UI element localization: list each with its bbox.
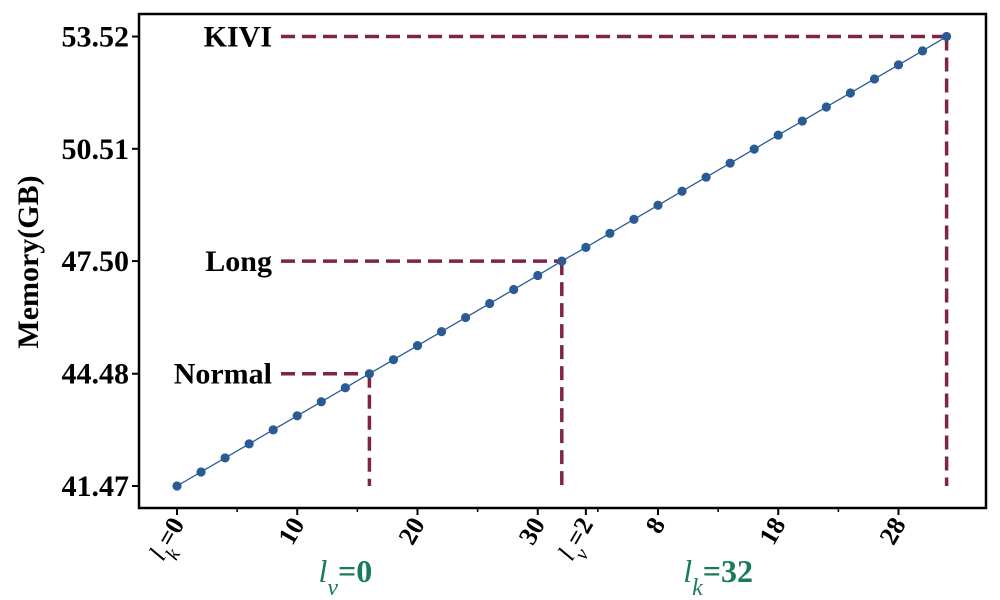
x-tick-label: 18 [753, 513, 791, 550]
x-tick-label: 30 [513, 513, 551, 550]
data-point [797, 116, 807, 126]
data-point [845, 88, 856, 98]
group-label: lv=0 [318, 553, 372, 600]
data-point [244, 439, 254, 449]
data-point [653, 200, 663, 210]
data-point [340, 383, 350, 393]
data-point [917, 46, 928, 56]
y-tick-label: 50.51 [62, 133, 130, 166]
data-point [677, 186, 687, 196]
data-point [436, 327, 447, 337]
data-point [364, 369, 374, 379]
data-point [388, 355, 399, 365]
data-point [509, 284, 519, 295]
data-point [701, 172, 711, 182]
y-tick-label: 47.50 [62, 245, 130, 278]
x-tick-label: 20 [393, 513, 431, 550]
data-point [821, 102, 831, 112]
data-point [292, 411, 302, 421]
data-point [869, 74, 880, 84]
data-point [773, 130, 783, 140]
x-tick-label: 10 [272, 513, 310, 550]
x-tick-label: 8 [640, 513, 672, 539]
annotation-label: Long [205, 245, 272, 278]
data-point [172, 481, 182, 491]
data-point [220, 453, 230, 463]
data-point [557, 256, 567, 266]
x-tick-label: lk=0 [143, 513, 199, 571]
data-point [196, 467, 206, 477]
data-point [533, 270, 543, 281]
y-tick-label: 44.48 [62, 358, 130, 391]
data-point [412, 341, 423, 351]
data-point [605, 228, 615, 238]
y-tick-label: 53.52 [62, 21, 130, 54]
group-label: lk=32 [683, 553, 753, 600]
annotation-label: Normal [174, 358, 272, 391]
annotation-label: KIVI [204, 21, 272, 54]
x-tick-label: 28 [874, 513, 912, 550]
data-point [485, 298, 495, 309]
x-tick-label: lv=2 [552, 513, 608, 571]
y-tick-label: 41.47 [62, 470, 130, 503]
data-point [461, 312, 471, 323]
y-axis-label: Memory(GB) [12, 175, 45, 348]
data-point [942, 31, 952, 42]
data-point [581, 242, 591, 252]
data-point [893, 60, 904, 70]
data-point [725, 158, 735, 168]
data-point [268, 425, 278, 435]
data-point [316, 397, 326, 407]
data-point [749, 144, 759, 154]
data-point [629, 214, 639, 224]
